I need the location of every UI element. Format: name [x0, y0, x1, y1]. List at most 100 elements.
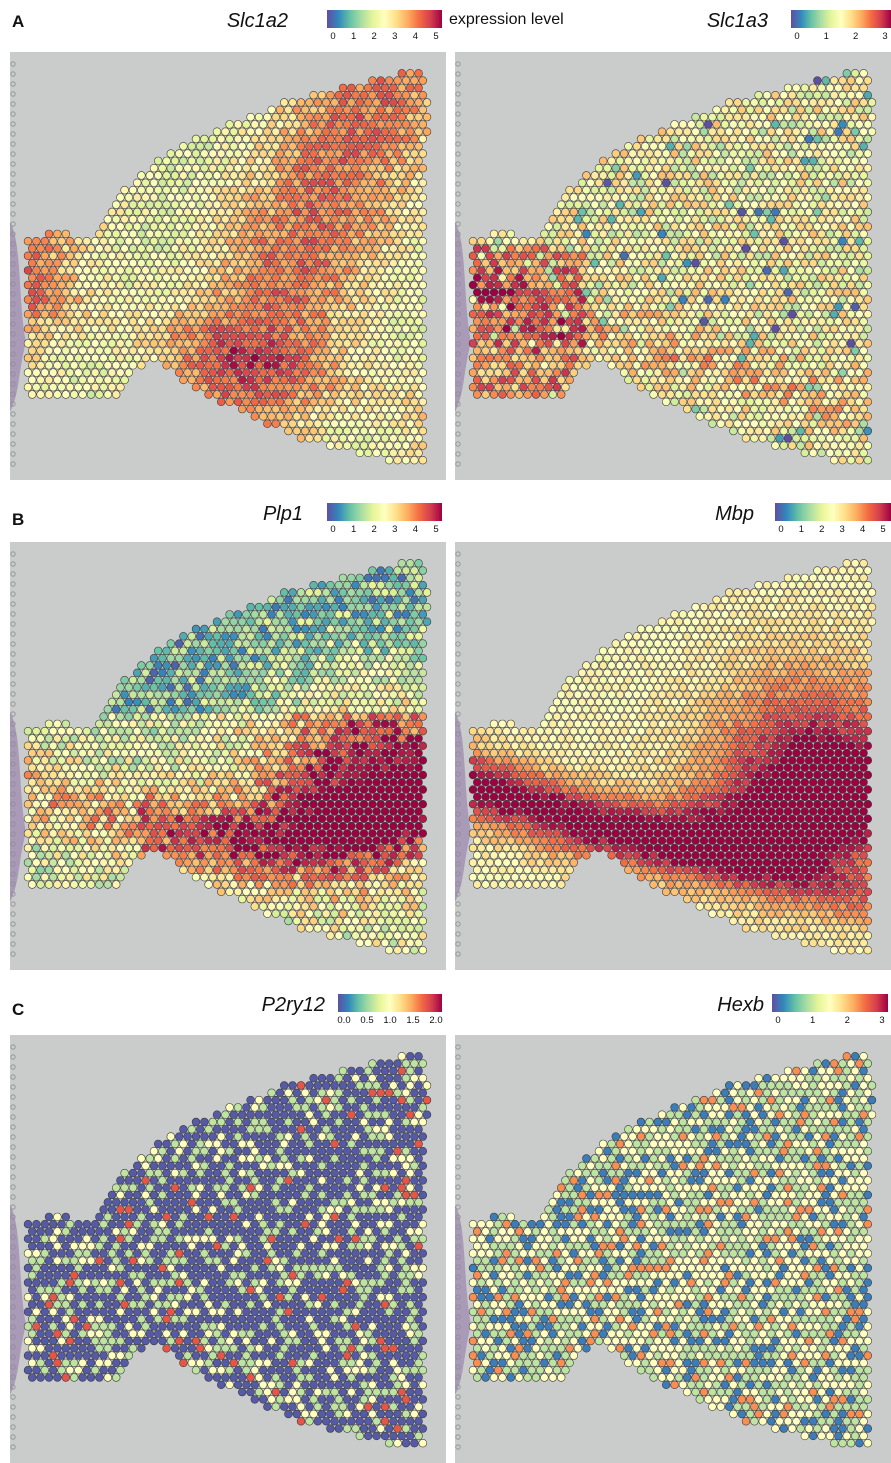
expression-spot: [809, 215, 818, 224]
expression-spot: [200, 310, 209, 319]
expression-spot: [636, 163, 646, 173]
expression-spot: [246, 675, 255, 685]
expression-spot: [347, 617, 356, 626]
expression-spot: [221, 215, 230, 224]
expression-spot: [708, 331, 717, 341]
expression-spot: [128, 215, 138, 224]
expression-spot: [275, 149, 285, 158]
expression-spot: [330, 200, 339, 209]
expression-spot: [175, 368, 184, 377]
expression-spot: [859, 375, 868, 385]
expression-spot: [343, 383, 352, 392]
expression-spot: [481, 302, 490, 312]
expression-spot: [196, 215, 205, 224]
expression-spot: [351, 134, 360, 144]
expression-spot: [78, 763, 87, 772]
expression-spot: [208, 178, 218, 188]
expression-spot: [414, 719, 423, 729]
expression-spot: [233, 339, 243, 348]
expression-spot: [473, 346, 482, 355]
expression-spot: [288, 112, 297, 122]
expression-spot: [569, 237, 579, 246]
expression-spot: [162, 229, 171, 239]
expression-spot: [754, 266, 763, 275]
expression-spot: [817, 215, 826, 224]
expression-spot: [699, 112, 709, 122]
expression-spot: [704, 178, 713, 188]
expression-spot: [351, 397, 360, 406]
expression-spot: [338, 258, 348, 268]
expression-spot: [95, 807, 104, 816]
expression-spot: [313, 390, 322, 399]
expression-spot: [309, 295, 318, 304]
expression-spot: [154, 331, 163, 341]
expression-spot: [817, 127, 826, 136]
expression-spot: [712, 368, 721, 377]
expression-spot: [124, 310, 134, 319]
fiducial-dot: [10, 431, 16, 437]
expression-spot: [154, 200, 163, 209]
expression-spot: [758, 361, 767, 370]
expression-spot: [380, 185, 390, 195]
expression-spot: [288, 675, 297, 685]
expression-spot: [65, 339, 75, 348]
expression-spot: [250, 668, 260, 678]
expression-spot: [842, 156, 851, 166]
expression-spot: [813, 368, 822, 377]
expression-spot: [481, 288, 490, 297]
expression-spot: [577, 280, 587, 290]
expression-spot: [577, 207, 587, 217]
expression-spot: [221, 200, 230, 209]
expression-spot: [767, 215, 776, 224]
expression-spot: [716, 404, 725, 414]
expression-spot: [103, 705, 113, 714]
expression-spot: [309, 353, 318, 363]
expression-spot: [187, 185, 197, 195]
expression-spot: [204, 200, 213, 209]
expression-spot: [712, 295, 721, 304]
expression-spot: [212, 763, 222, 772]
expression-spot: [851, 171, 860, 180]
expression-spot: [162, 258, 171, 268]
expression-spot: [246, 792, 255, 802]
expression-spot: [137, 229, 146, 239]
expression-spot: [254, 317, 264, 326]
expression-spot: [393, 697, 402, 707]
expression-spot: [103, 258, 113, 268]
expression-spot: [124, 770, 134, 780]
expression-spot: [40, 266, 49, 275]
expression-spot: [132, 237, 142, 246]
expression-spot: [132, 295, 142, 304]
expression-spot: [338, 156, 348, 166]
expression-spot: [565, 258, 574, 268]
expression-spot: [393, 339, 402, 348]
expression-spot: [359, 324, 369, 333]
expression-spot: [645, 178, 654, 188]
expression-spot: [393, 266, 402, 275]
expression-spot: [246, 661, 255, 670]
expression-spot: [385, 800, 394, 809]
expression-spot: [477, 310, 486, 319]
expression-spot: [708, 112, 717, 122]
expression-spot: [65, 280, 75, 290]
expression-spot: [309, 324, 318, 333]
expression-spot: [577, 266, 587, 275]
expression-spot: [200, 207, 209, 217]
expression-spot: [229, 200, 239, 209]
expression-spot: [418, 668, 427, 678]
expression-spot: [821, 120, 830, 129]
expression-spot: [519, 310, 528, 319]
expression-spot: [95, 375, 104, 385]
expression-spot: [355, 127, 364, 136]
expression-spot: [326, 610, 335, 619]
expression-spot: [355, 661, 364, 670]
expression-spot: [725, 288, 734, 297]
expression-spot: [170, 273, 180, 282]
expression-spot: [699, 156, 709, 166]
expression-spot: [69, 346, 79, 355]
expression-spot: [338, 375, 348, 385]
expression-spot: [385, 595, 394, 604]
expression-spot: [309, 756, 318, 765]
expression-spot: [313, 734, 322, 743]
expression-spot: [662, 368, 671, 377]
